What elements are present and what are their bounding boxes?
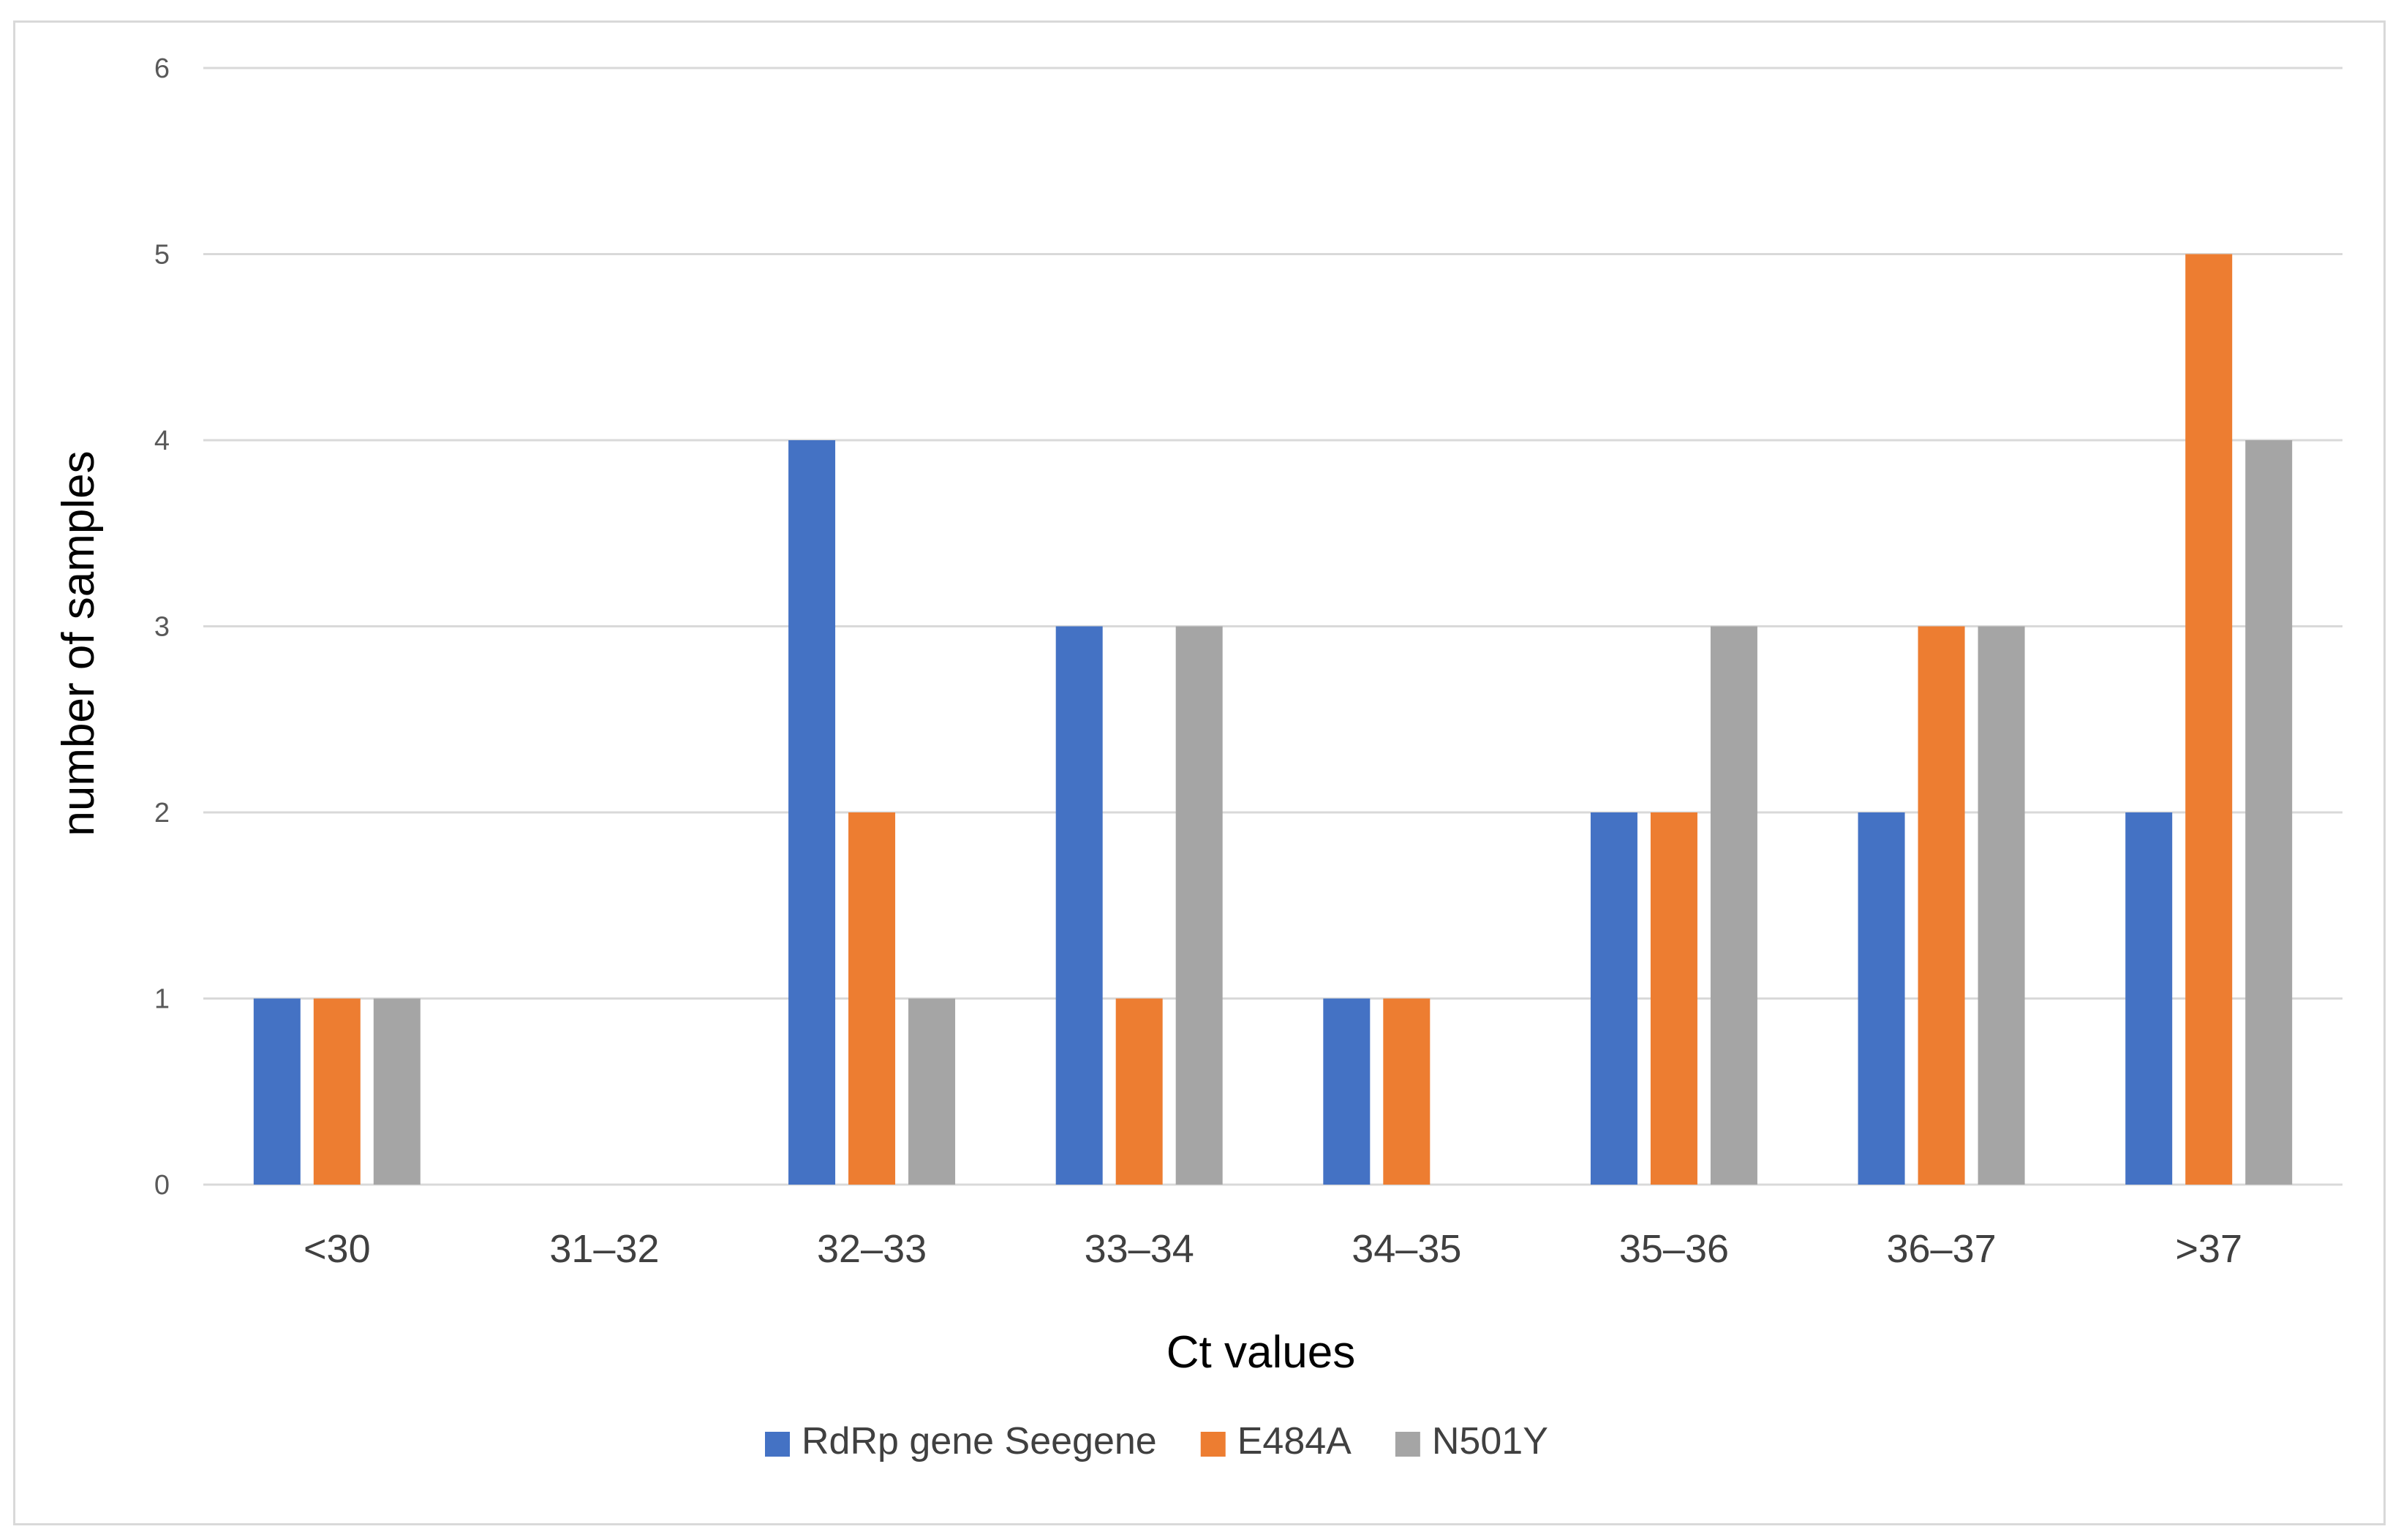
bar-e484a-3 bbox=[1115, 998, 1163, 1185]
bar-e484a-7 bbox=[2185, 254, 2233, 1185]
legend-swatch-e484a bbox=[1200, 1432, 1226, 1457]
bar-e484a-0 bbox=[313, 998, 361, 1185]
y-tick-labels: 0 1 2 3 4 5 6 bbox=[154, 53, 170, 1201]
bar-rdrp-gene-seegene-7 bbox=[2125, 812, 2173, 1185]
x-tick-label: 36–37 bbox=[1886, 1227, 1996, 1271]
x-tick-label: >37 bbox=[2175, 1227, 2242, 1271]
y-tick-label: 4 bbox=[154, 426, 170, 456]
bar-e484a-4 bbox=[1383, 998, 1431, 1185]
bar-n501y-5 bbox=[1710, 626, 1757, 1185]
x-tick-label: 33–34 bbox=[1085, 1227, 1194, 1271]
bar-rdrp-gene-seegene-6 bbox=[1858, 812, 1905, 1185]
bar-n501y-3 bbox=[1175, 626, 1223, 1185]
bar-rdrp-gene-seegene-3 bbox=[1055, 626, 1103, 1185]
legend-swatch-n501y bbox=[1395, 1432, 1420, 1457]
legend-label: RdRp gene Seegene bbox=[802, 1420, 1157, 1462]
x-tick-label: 32–33 bbox=[817, 1227, 927, 1271]
bar-rdrp-gene-seegene-5 bbox=[1590, 812, 1637, 1185]
y-tick-label: 2 bbox=[154, 798, 170, 828]
legend-label: E484A bbox=[1237, 1420, 1352, 1462]
bar-n501y-7 bbox=[2245, 440, 2293, 1185]
y-tick-label: 1 bbox=[154, 984, 170, 1015]
bars bbox=[253, 254, 2293, 1185]
legend-swatch-rdrp-gene-seegene bbox=[765, 1432, 790, 1457]
legend-label: N501Y bbox=[1432, 1420, 1548, 1462]
legend: RdRp gene Seegene E484A N501Y bbox=[765, 1420, 1548, 1462]
bar-e484a-6 bbox=[1918, 626, 1965, 1185]
x-axis-title: Ct values bbox=[1166, 1327, 1355, 1378]
x-tick-label: 34–35 bbox=[1352, 1227, 1461, 1271]
y-tick-label: 0 bbox=[154, 1170, 170, 1201]
x-tick-labels: <30 31–32 32–33 33–34 34–35 35–36 36–37 >37 bbox=[304, 1227, 2242, 1271]
y-tick-label: 5 bbox=[154, 240, 170, 271]
bar-rdrp-gene-seegene-2 bbox=[788, 440, 836, 1185]
y-tick-label: 3 bbox=[154, 612, 170, 643]
bar-rdrp-gene-seegene-4 bbox=[1323, 998, 1371, 1185]
y-tick-label: 6 bbox=[154, 53, 170, 84]
x-tick-label: 31–32 bbox=[549, 1227, 659, 1271]
bar-rdrp-gene-seegene-0 bbox=[253, 998, 301, 1185]
bar-e484a-5 bbox=[1650, 812, 1697, 1185]
x-tick-label: 35–36 bbox=[1619, 1227, 1729, 1271]
y-axis-title: number of samples bbox=[53, 450, 104, 836]
bar-n501y-0 bbox=[373, 998, 421, 1185]
bar-e484a-2 bbox=[848, 812, 896, 1185]
bar-n501y-2 bbox=[908, 998, 956, 1185]
x-tick-label: <30 bbox=[304, 1227, 371, 1271]
bar-n501y-6 bbox=[1978, 626, 2025, 1185]
